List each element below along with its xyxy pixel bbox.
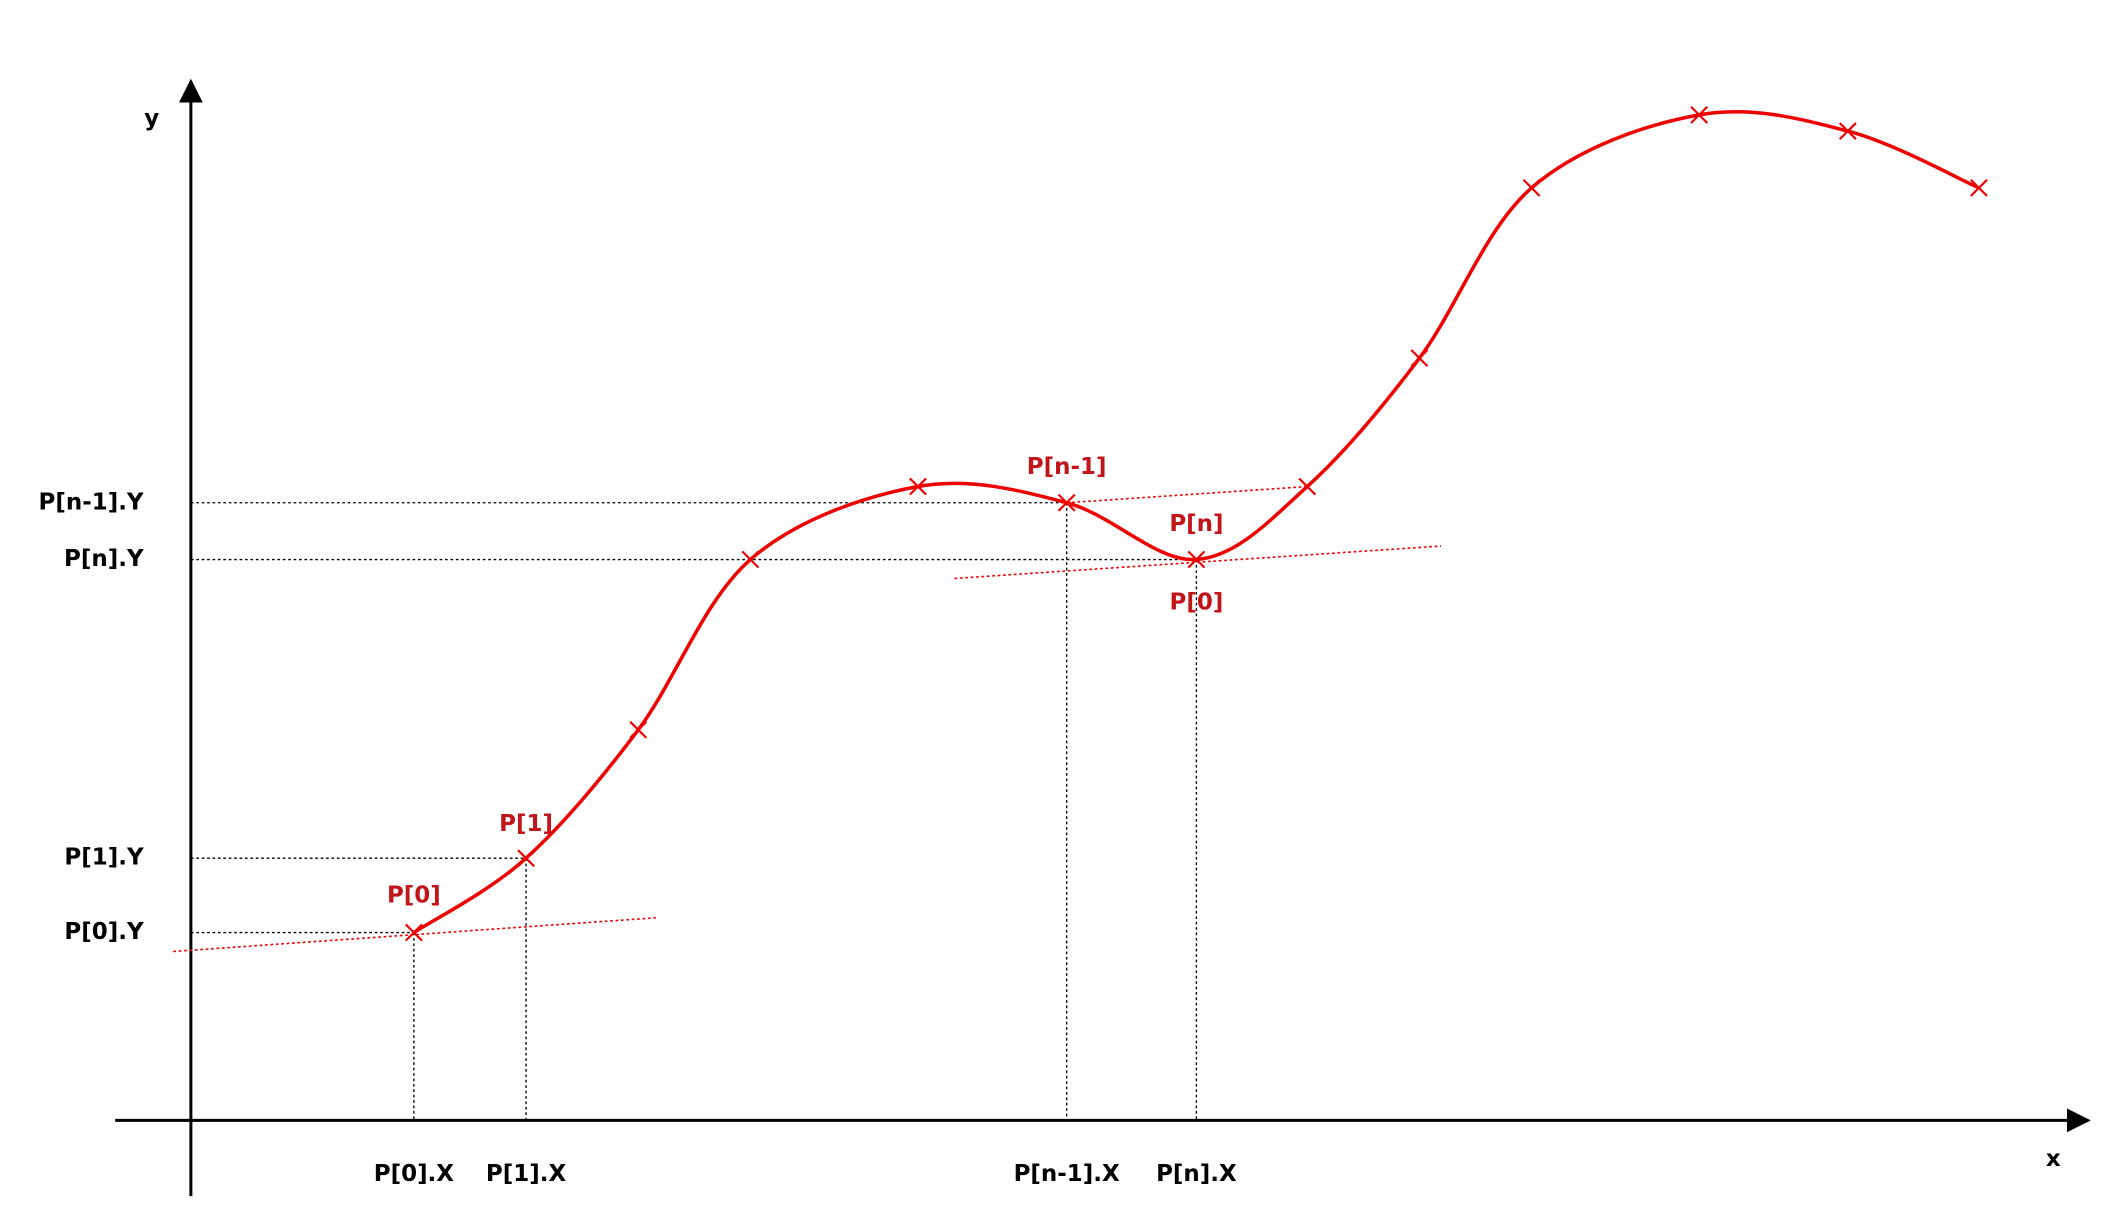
x-label: P[1].X (486, 1161, 567, 1187)
y-axis-label: y (144, 105, 159, 131)
control-point (1187, 550, 1206, 569)
tangents (173, 485, 1442, 953)
y-label: P[1].Y (64, 845, 144, 871)
point-label: P[0] (387, 883, 441, 909)
control-point (517, 849, 535, 868)
control-point (1057, 493, 1076, 512)
point-label: P[1] (499, 811, 553, 837)
control-point (1410, 349, 1429, 368)
x-axis-label: x (2046, 1146, 2061, 1172)
control-point (909, 477, 927, 496)
control-point (405, 923, 423, 942)
y-label: P[n].Y (64, 546, 144, 572)
x-label: P[n].X (1156, 1161, 1237, 1187)
x-label: P[0].X (374, 1161, 455, 1187)
point-label: P[n] (1169, 511, 1223, 537)
control-point (1298, 477, 1317, 496)
control-point (629, 720, 648, 739)
control-points (405, 106, 1988, 942)
y-label: P[n-1].Y (39, 489, 144, 515)
y-label: P[0].Y (64, 919, 144, 945)
control-point (741, 550, 760, 569)
point-label: P[0] (1170, 589, 1224, 615)
control-point (1690, 106, 1709, 124)
guides (190, 502, 1198, 1121)
control-point (1522, 178, 1541, 197)
point-label: P[n-1] (1027, 454, 1107, 480)
x-label: P[n-1].X (1014, 1161, 1120, 1187)
control-point (1838, 122, 1857, 140)
control-point (1970, 178, 1988, 197)
